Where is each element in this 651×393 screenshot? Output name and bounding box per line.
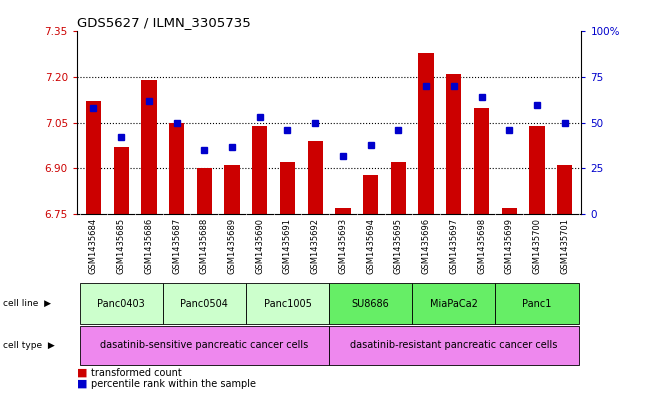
Bar — [363, 174, 378, 214]
Text: GSM1435694: GSM1435694 — [366, 218, 375, 274]
Bar — [86, 101, 101, 214]
Bar — [141, 80, 156, 214]
Text: GSM1435691: GSM1435691 — [283, 218, 292, 274]
Text: GSM1435686: GSM1435686 — [145, 218, 154, 274]
Text: Panc1: Panc1 — [522, 299, 551, 309]
Text: GSM1435699: GSM1435699 — [505, 218, 514, 274]
Text: GSM1435688: GSM1435688 — [200, 218, 209, 274]
Bar — [502, 208, 517, 214]
Bar — [391, 162, 406, 214]
Bar — [446, 74, 462, 214]
Bar — [280, 162, 295, 214]
Text: cell type  ▶: cell type ▶ — [3, 341, 55, 350]
Text: GSM1435697: GSM1435697 — [449, 218, 458, 274]
Text: GDS5627 / ILMN_3305735: GDS5627 / ILMN_3305735 — [77, 16, 251, 29]
Text: GSM1435689: GSM1435689 — [228, 218, 236, 274]
Text: GSM1435692: GSM1435692 — [311, 218, 320, 274]
Bar — [335, 208, 351, 214]
Text: Panc0504: Panc0504 — [180, 299, 229, 309]
Text: GSM1435698: GSM1435698 — [477, 218, 486, 274]
Text: GSM1435701: GSM1435701 — [561, 218, 569, 274]
Bar — [419, 53, 434, 214]
Bar — [252, 126, 268, 214]
Text: transformed count: transformed count — [91, 368, 182, 378]
Text: Panc0403: Panc0403 — [97, 299, 145, 309]
Text: dasatinib-resistant pancreatic cancer cells: dasatinib-resistant pancreatic cancer ce… — [350, 340, 557, 351]
Bar — [307, 141, 323, 214]
Text: Panc1005: Panc1005 — [264, 299, 311, 309]
Text: dasatinib-sensitive pancreatic cancer cells: dasatinib-sensitive pancreatic cancer ce… — [100, 340, 309, 351]
Bar — [474, 108, 489, 214]
Text: GSM1435687: GSM1435687 — [172, 218, 181, 274]
Text: GSM1435695: GSM1435695 — [394, 218, 403, 274]
Text: GSM1435693: GSM1435693 — [339, 218, 348, 274]
Bar — [529, 126, 545, 214]
Bar — [169, 123, 184, 214]
Text: GSM1435685: GSM1435685 — [117, 218, 126, 274]
Bar — [557, 165, 572, 214]
Text: GSM1435690: GSM1435690 — [255, 218, 264, 274]
Bar — [113, 147, 129, 214]
Bar — [225, 165, 240, 214]
Text: SU8686: SU8686 — [352, 299, 389, 309]
Bar — [197, 169, 212, 214]
Text: ■: ■ — [77, 368, 87, 378]
Text: MiaPaCa2: MiaPaCa2 — [430, 299, 478, 309]
Text: GSM1435696: GSM1435696 — [422, 218, 430, 274]
Text: GSM1435700: GSM1435700 — [533, 218, 542, 274]
Text: cell line  ▶: cell line ▶ — [3, 299, 51, 308]
Text: GSM1435684: GSM1435684 — [89, 218, 98, 274]
Text: percentile rank within the sample: percentile rank within the sample — [91, 379, 256, 389]
Text: ■: ■ — [77, 379, 87, 389]
